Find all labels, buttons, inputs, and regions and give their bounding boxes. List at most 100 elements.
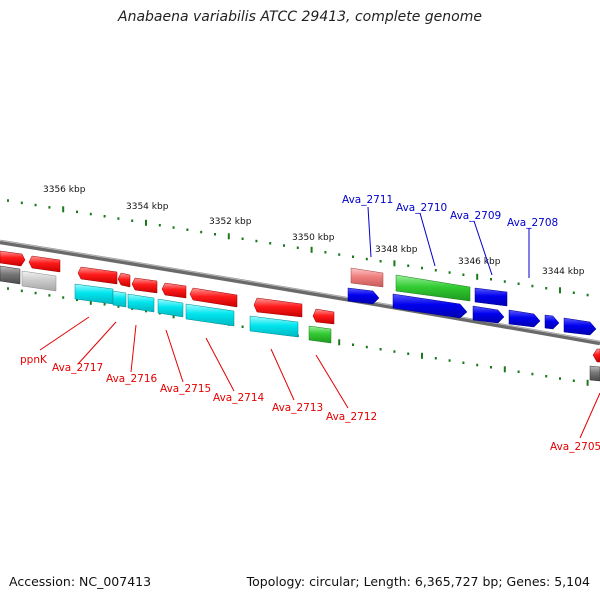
- gene-label-ava-2711[interactable]: Ava_2711: [342, 194, 393, 206]
- scale-minor-tick: [462, 361, 465, 364]
- gene-label-ava-2709[interactable]: Ava_2709: [450, 210, 501, 222]
- scale-minor-tick: [89, 212, 92, 216]
- gene-arrow[interactable]: [253, 297, 303, 318]
- label-leaders: [39, 206, 600, 439]
- gene-arrow[interactable]: [28, 255, 61, 273]
- gene-arrow[interactable]: [312, 308, 335, 325]
- scale-minor-tick: [145, 309, 147, 313]
- scale-minor-tick: [7, 199, 9, 202]
- scale-minor-tick: [531, 284, 534, 288]
- gene-label-ava-2717[interactable]: Ava_2717: [52, 362, 103, 374]
- scale-minor-tick: [545, 375, 548, 378]
- scale-minor-tick: [503, 280, 506, 283]
- scale-minor-tick: [214, 233, 216, 236]
- gene-arrow[interactable]: [395, 274, 471, 302]
- gene-arrow[interactable]: [508, 309, 541, 328]
- scale-minor-tick: [545, 287, 548, 290]
- gene-label-ava-2714[interactable]: Ava_2714: [213, 392, 265, 404]
- scale-minor-tick: [517, 370, 520, 373]
- scale-minor-tick: [476, 363, 479, 367]
- gene-block[interactable]: [112, 290, 127, 308]
- scale-minor-tick: [76, 298, 78, 302]
- scale-minor-tick: [20, 289, 23, 293]
- gene-block[interactable]: [249, 315, 299, 338]
- scale-label-3346: 3346 kbp: [458, 257, 501, 267]
- scale-minor-tick: [407, 264, 410, 267]
- gene-arrow[interactable]: [189, 287, 238, 308]
- gene-arrow[interactable]: [161, 282, 187, 299]
- genome-backbone: [0, 239, 600, 346]
- gene-label-ava-2713[interactable]: Ava_2713: [272, 402, 323, 414]
- scale-minor-tick: [48, 206, 51, 209]
- genome-backbone-highlight: [0, 240, 600, 342]
- scale-minor-tick: [158, 224, 161, 227]
- scale-minor-tick: [186, 228, 189, 231]
- gene-block[interactable]: [127, 293, 155, 313]
- scale-label-3344: 3344 kbp: [542, 267, 585, 277]
- gene-block[interactable]: [308, 325, 332, 344]
- gene-arrow[interactable]: [392, 293, 468, 319]
- scale-major-tick: [421, 352, 423, 359]
- scale-label-3354: 3354 kbp: [126, 202, 169, 212]
- scale-minor-tick: [103, 303, 106, 306]
- scale-minor-tick: [62, 296, 65, 299]
- gene-arrow[interactable]: [0, 250, 26, 267]
- scale-minor-tick: [490, 278, 492, 281]
- scale-minor-tick: [20, 201, 23, 205]
- scale-major-tick: [393, 260, 396, 267]
- scale-minor-tick: [490, 366, 492, 369]
- gene-arrow[interactable]: [117, 272, 131, 288]
- scale-minor-tick: [365, 257, 368, 261]
- scale-major-tick: [476, 273, 479, 280]
- scale-minor-tick: [131, 219, 134, 222]
- gene-arrow[interactable]: [544, 314, 560, 330]
- scale-minor-tick: [296, 246, 299, 249]
- reverse-strand-genes: [0, 265, 600, 382]
- gene-label-ava-2716[interactable]: Ava_2716: [106, 373, 158, 385]
- gene-arrow[interactable]: [592, 348, 600, 363]
- gene-arrow[interactable]: [77, 266, 118, 285]
- gene-block[interactable]: [74, 283, 114, 305]
- gene-arrow[interactable]: [474, 287, 508, 307]
- scale-minor-tick: [448, 359, 451, 362]
- scale-minor-tick: [572, 379, 575, 382]
- scale-minor-tick: [393, 350, 396, 353]
- gene-block[interactable]: [185, 303, 235, 327]
- scale-minor-tick: [34, 291, 37, 295]
- scale-major-tick: [89, 298, 92, 305]
- gene-label-ava-2712[interactable]: Ava_2712: [326, 411, 377, 423]
- gene-label-ppnk[interactable]: ppnK: [20, 354, 48, 366]
- gene-block[interactable]: [0, 265, 21, 285]
- scale-minor-tick: [448, 271, 451, 274]
- gene-block[interactable]: [589, 365, 600, 382]
- scale-minor-tick: [434, 269, 437, 272]
- scale-major-tick: [145, 219, 147, 226]
- scale-minor-tick: [34, 203, 37, 207]
- scale-minor-tick: [103, 215, 106, 218]
- scale-minor-tick: [407, 352, 410, 355]
- scale-minor-tick: [200, 230, 203, 234]
- scale-minor-tick: [255, 239, 258, 243]
- scale-minor-tick: [434, 357, 437, 360]
- scale-major-tick: [503, 366, 506, 373]
- map-title: Anabaena variabilis ATCC 29413, complete…: [118, 9, 482, 25]
- scale-minor-tick: [283, 244, 285, 247]
- gene-label-ava-2708[interactable]: Ava_2708: [507, 217, 558, 229]
- gene-arrow[interactable]: [131, 277, 158, 294]
- scale-minor-tick: [462, 273, 465, 276]
- scale-label-3350: 3350 kbp: [292, 233, 335, 243]
- gene-block[interactable]: [21, 270, 57, 292]
- gene-arrow[interactable]: [350, 267, 384, 288]
- gene-arrow[interactable]: [347, 287, 380, 305]
- gene-block[interactable]: [157, 298, 184, 318]
- gene-label-ava-2710[interactable]: Ava_2710: [396, 202, 447, 214]
- scale-label-3356: 3356 kbp: [43, 185, 86, 195]
- scale-major-tick: [62, 206, 65, 213]
- gene-arrow[interactable]: [563, 317, 597, 336]
- gene-label-ava-2705[interactable]: Ava_2705: [550, 441, 600, 453]
- scale-minor-tick: [172, 226, 175, 229]
- gene-arrow[interactable]: [472, 305, 505, 324]
- gene-label-ava-2715[interactable]: Ava_2715: [160, 383, 211, 395]
- scale-minor-tick: [241, 325, 244, 328]
